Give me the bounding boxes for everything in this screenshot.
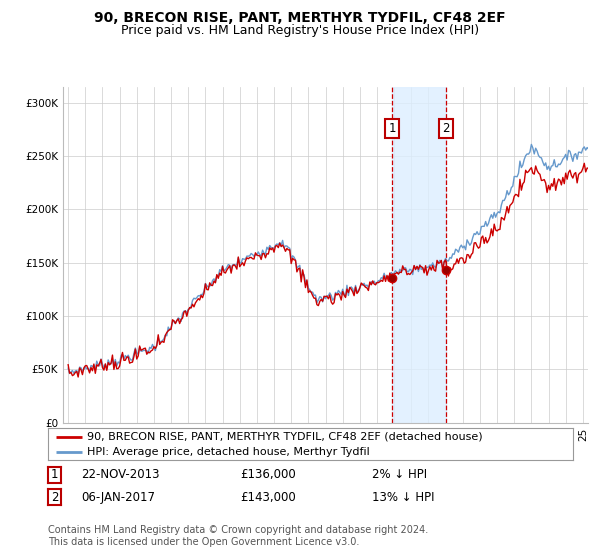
Text: £136,000: £136,000 bbox=[240, 468, 296, 482]
Text: Contains HM Land Registry data © Crown copyright and database right 2024.
This d: Contains HM Land Registry data © Crown c… bbox=[48, 525, 428, 547]
Bar bbox=[392, 87, 446, 423]
Text: 2: 2 bbox=[51, 491, 58, 504]
Text: 90, BRECON RISE, PANT, MERTHYR TYDFIL, CF48 2EF: 90, BRECON RISE, PANT, MERTHYR TYDFIL, C… bbox=[94, 11, 506, 25]
Text: 13% ↓ HPI: 13% ↓ HPI bbox=[372, 491, 434, 504]
Text: 90, BRECON RISE, PANT, MERTHYR TYDFIL, CF48 2EF (detached house): 90, BRECON RISE, PANT, MERTHYR TYDFIL, C… bbox=[88, 432, 483, 442]
Text: 2: 2 bbox=[442, 122, 449, 136]
Text: £143,000: £143,000 bbox=[240, 491, 296, 504]
Text: 2% ↓ HPI: 2% ↓ HPI bbox=[372, 468, 427, 482]
Text: 1: 1 bbox=[388, 122, 396, 136]
Text: 06-JAN-2017: 06-JAN-2017 bbox=[81, 491, 155, 504]
Text: 1: 1 bbox=[51, 468, 58, 482]
Text: 22-NOV-2013: 22-NOV-2013 bbox=[81, 468, 160, 482]
Text: Price paid vs. HM Land Registry's House Price Index (HPI): Price paid vs. HM Land Registry's House … bbox=[121, 24, 479, 36]
Text: HPI: Average price, detached house, Merthyr Tydfil: HPI: Average price, detached house, Mert… bbox=[88, 447, 370, 457]
